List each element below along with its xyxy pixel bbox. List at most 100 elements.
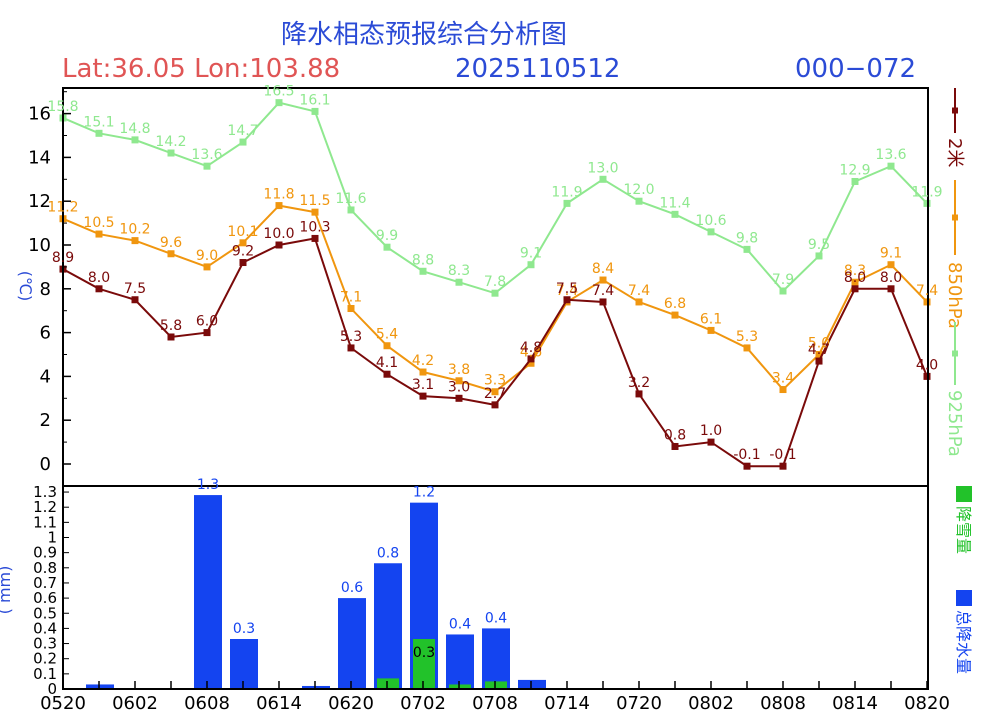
t2m-label: 5.3	[340, 329, 362, 345]
snow-bar	[413, 639, 435, 689]
t2m-point	[239, 259, 247, 267]
t925-label: 7.8	[484, 274, 506, 290]
t850-label: 3.3	[484, 373, 506, 389]
t2m-label: 7.5	[556, 281, 578, 297]
t925-label: 11.6	[335, 191, 366, 207]
precip-bars	[86, 495, 546, 689]
t850-point	[347, 305, 355, 313]
data-labels: 1.30.30.60.81.20.4 0.40.315.815.1 14.814.2…	[47, 84, 942, 661]
t925-point	[455, 278, 463, 286]
t850-point	[311, 208, 319, 216]
t2m-label: 4.1	[376, 355, 398, 371]
t850-label: 9.1	[880, 246, 902, 262]
t2m-point	[743, 462, 751, 470]
t2m-point	[887, 285, 895, 293]
t925-label: 14.8	[119, 121, 150, 137]
t850-point	[671, 311, 679, 319]
snow-bar	[377, 678, 399, 689]
total-precip-label: 0.3	[233, 621, 255, 637]
t925-label: 9.9	[376, 228, 398, 244]
temp-y-tick-label: 14	[28, 147, 51, 168]
t925-label: 16.1	[299, 92, 330, 108]
x-tick-label: 0802	[688, 693, 734, 710]
temp-y-tick-label: 6	[40, 323, 51, 344]
t2m-label: 1.0	[700, 423, 722, 439]
t850-label: 4.2	[412, 353, 434, 369]
t925-point	[707, 228, 715, 236]
t2m-label: 9.2	[232, 244, 254, 260]
t2m-label: -0.1	[733, 447, 760, 463]
precip-y-tick-label: 0	[47, 680, 57, 698]
t850-label: 9.6	[160, 235, 182, 251]
t850-label: 3.8	[448, 362, 470, 378]
t2m-point	[347, 344, 355, 352]
t850-legend-marker	[952, 214, 958, 221]
snow-legend-swatch	[956, 486, 972, 502]
t925-legend-marker	[952, 350, 958, 357]
t850-label: 6.1	[700, 311, 722, 327]
precip-y-tick-label: 0.6	[33, 589, 57, 607]
t2m-label: 3.1	[412, 377, 434, 393]
t850-label: 5.0	[808, 336, 830, 352]
snow-legend-label: 降雪量	[954, 506, 973, 554]
precip-y-tick-label: 1.3	[33, 483, 57, 501]
t850-label: 11.8	[263, 187, 294, 203]
t2m-label: 0.8	[664, 427, 686, 443]
t850-point	[95, 230, 103, 238]
total-precip-label: 0.8	[377, 545, 399, 561]
total_precip-bar	[194, 495, 222, 689]
t2m-point	[311, 234, 319, 242]
t925-point	[635, 197, 643, 205]
t925-point	[779, 287, 787, 295]
x-tick-label: 0708	[472, 693, 518, 710]
t925-point	[203, 162, 211, 170]
x-tick-label: 0820	[904, 693, 950, 710]
t2m-point	[419, 392, 427, 400]
t925-label: 9.1	[520, 246, 542, 262]
t850-label: 9.0	[196, 248, 218, 264]
precip-y-tick-label: 1.2	[33, 498, 57, 516]
total_precip-bar	[338, 598, 366, 689]
t2m-point	[707, 438, 715, 446]
t925-point	[887, 162, 895, 170]
t925-point	[743, 245, 751, 253]
t2m-point	[383, 370, 391, 378]
precip-y-tick-label: 1.1	[33, 513, 57, 531]
t850-point	[491, 388, 499, 396]
x-tick-label: 0720	[616, 693, 662, 710]
x-tick-label: 0620	[328, 693, 374, 710]
t925-label: 11.9	[551, 184, 582, 200]
t850-point	[815, 351, 823, 358]
t2m-point	[527, 355, 535, 363]
t850-point	[419, 368, 427, 376]
t925-label: 14.2	[155, 134, 186, 150]
t2m-point	[599, 298, 607, 306]
total_precip-bar	[374, 563, 402, 689]
t850-point	[203, 263, 211, 271]
t2m-label: 5.8	[160, 318, 182, 334]
t925-label: 13.0	[587, 160, 618, 176]
init-date-label: 2025110512	[455, 54, 621, 84]
t2m-label: 6.0	[196, 314, 218, 330]
t925-point	[671, 210, 679, 218]
t2m-label: 10.3	[299, 219, 330, 235]
x-tick-label: 0702	[400, 693, 446, 710]
t925-label: 12.9	[839, 162, 870, 178]
t925-point	[527, 261, 535, 269]
x-tick-label: 0814	[832, 693, 878, 710]
t850-label: 6.8	[664, 296, 686, 312]
t2m-point	[167, 333, 175, 341]
total_precip-bar	[86, 684, 114, 689]
t925-point	[239, 138, 247, 146]
t925-label: 11.9	[911, 184, 942, 200]
t850-label: 5.4	[376, 327, 398, 343]
t925-point	[167, 149, 175, 157]
total_precip-bar	[482, 628, 510, 689]
x-tick-label: 0602	[112, 693, 158, 710]
t2m-label: 7.4	[592, 283, 614, 299]
precip-y-tick-label: 0.8	[33, 559, 57, 577]
t850-label: 7.4	[556, 283, 578, 299]
t925-label: 15.1	[83, 114, 114, 130]
t850-point	[887, 261, 895, 269]
